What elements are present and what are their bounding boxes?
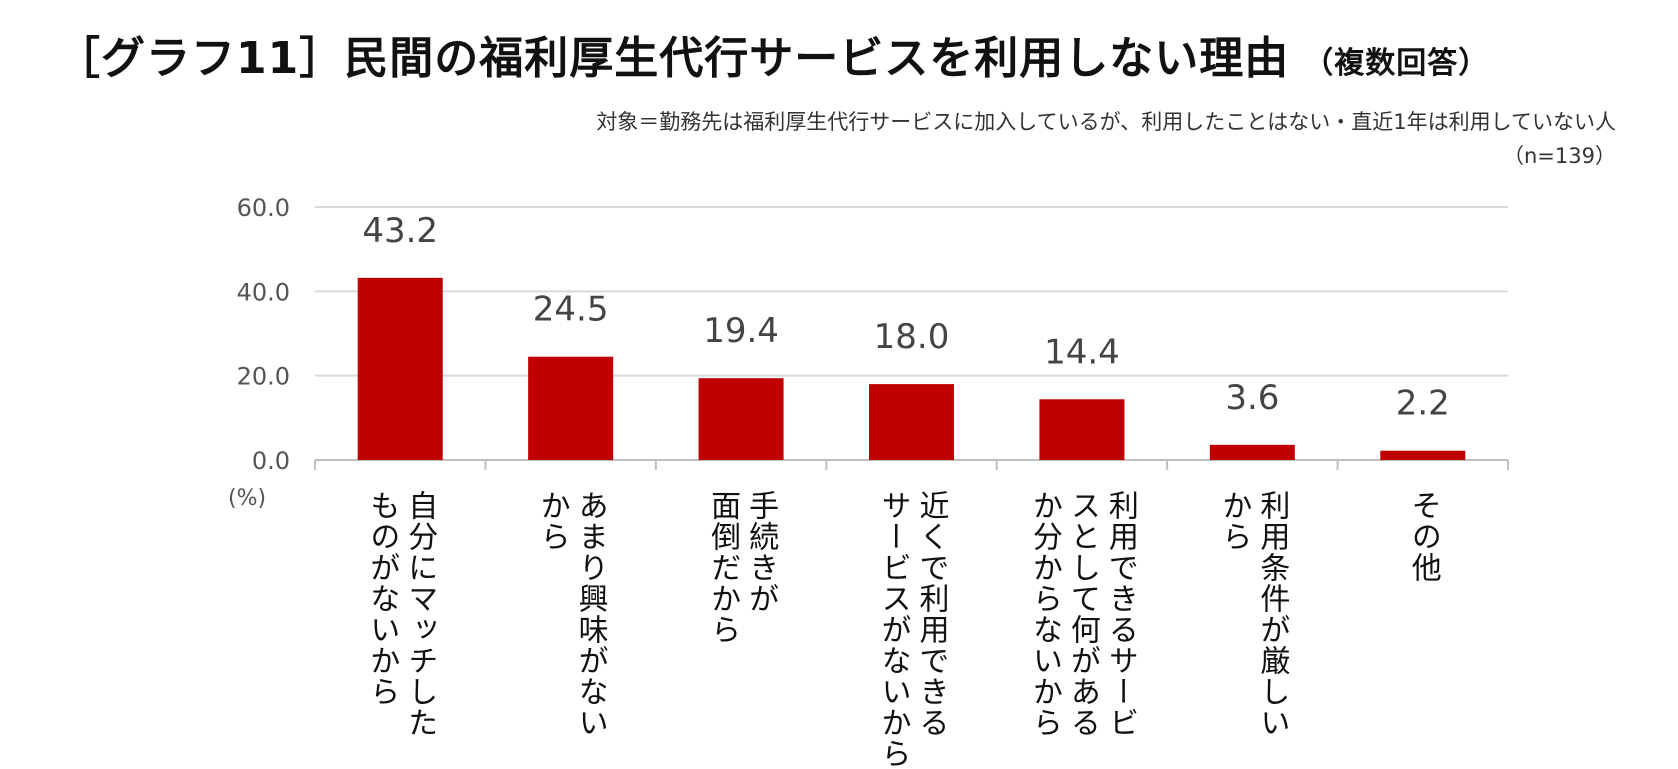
bar [1380,450,1466,460]
y-tick-label: 0.0 [252,447,290,475]
bar-chart: 0.0 20.0 40.0 60.0 (%) 43.2 24.5 19.4 18.0 14.4 3.… [228,194,1509,511]
chart-title-main: ［グラフ11］民間の福利厚生代行サービスを利用しない理由 [56,33,1290,84]
bar [869,384,954,460]
y-tick-label: 40.0 [237,278,290,306]
data-label: 24.5 [533,290,609,330]
bar [1209,444,1295,460]
chart-title: ［グラフ11］民間の福利厚生代行サービスを利用しない理由 （複数回答） [56,22,1489,86]
bar [1039,399,1125,460]
x-tick-label: 自分にマッチした ものがないから [364,490,438,738]
data-label: 3.6 [1225,378,1279,418]
bar [698,378,784,460]
chart-title-note: （複数回答） [1303,46,1490,81]
x-tick-label: 利用できるサービ スとして何がある か分からないから [1026,490,1138,738]
data-label: 2.2 [1396,384,1450,424]
x-tick-label: 近くで利用できる サービスがないから [875,490,949,769]
sample-size: （n=139） [1503,144,1616,168]
x-tick-label: 手続きが 面倒だから [705,490,779,645]
data-label: 18.0 [874,317,950,357]
chart-subtitle: 対象＝勤務先は福利厚生代行サービスに加入しているが、利用したことはない・直近1年… [596,110,1616,134]
bar [528,356,614,460]
data-label: 14.4 [1044,332,1120,372]
x-tick-label: その他 [1405,490,1441,583]
y-tick-label: 60.0 [237,194,290,222]
x-tick-label: 利用条件が厳しい から [1216,490,1290,738]
bar [357,277,443,460]
data-label: 19.4 [703,311,779,351]
data-label: 43.2 [362,211,438,251]
y-axis-label: (%) [228,486,266,511]
y-tick-label: 20.0 [237,363,290,391]
x-tick-label: あまり興味がない から [534,490,608,738]
